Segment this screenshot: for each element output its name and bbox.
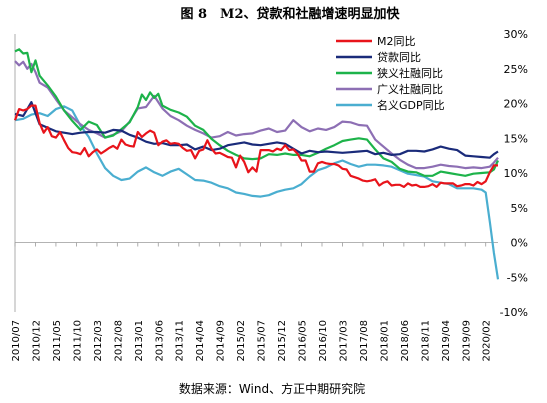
y-tick-label: -5% — [507, 271, 528, 284]
x-tick-label: 2012/03 — [93, 320, 104, 362]
x-tick-label: 2014/09 — [216, 320, 227, 362]
y-tick-label: -10% — [500, 306, 528, 319]
x-tick-label: 2015/07 — [257, 320, 268, 362]
x-tick-label: 2020/02 — [482, 320, 493, 362]
x-tick-label: 2016/05 — [298, 320, 309, 362]
series-layer — [13, 48, 500, 280]
legend-label: 狭义社融同比 — [377, 66, 443, 80]
x-tick-label: 2016/10 — [318, 320, 329, 362]
x-tick-label: 2019/09 — [461, 320, 472, 362]
x-tick-label: 2015/02 — [236, 320, 247, 362]
y-tick-label: 5% — [511, 202, 528, 215]
series-line-3 — [14, 60, 499, 170]
y-tick-label: 25% — [504, 63, 528, 76]
figure-title: 图 8 M2、贷款和社融增速明显加快 — [180, 6, 400, 22]
y-tick-label: 0% — [511, 237, 528, 250]
x-tick-label: 2012/08 — [113, 320, 124, 362]
y-tick-label: 30% — [504, 28, 528, 41]
y-tick-label: 10% — [504, 167, 528, 180]
x-tick-label: 2014/04 — [195, 320, 206, 362]
y-tick-label: 20% — [504, 98, 528, 111]
x-tick-label: 2017/03 — [338, 320, 349, 362]
x-tick-label: 2019/04 — [441, 320, 452, 362]
series-line-2 — [14, 48, 500, 177]
legend-label: 广义社融同比 — [377, 82, 443, 96]
series-line-0 — [13, 104, 498, 188]
y-tick-label: 15% — [504, 132, 528, 145]
x-tick-label: 2018/01 — [379, 320, 390, 362]
x-tick-label: 2011/05 — [52, 320, 63, 362]
legend-label: 名义GDP同比 — [377, 98, 445, 112]
x-tick-label: 2013/06 — [154, 320, 165, 362]
y-axis: -10% -5% 0% 5% 10% 15% 20% 25% 30% — [500, 28, 528, 319]
x-tick-label: 2010/07 — [11, 320, 22, 362]
x-tick-label: 2013/01 — [134, 320, 145, 362]
x-tick-label: 2015/12 — [277, 320, 288, 362]
x-tick-label: 2013/11 — [175, 320, 186, 362]
x-tick-label: 2011/10 — [72, 320, 83, 362]
x-tick-label: 2010/12 — [31, 320, 42, 362]
series-line-1 — [14, 101, 499, 159]
x-tick-label: 2018/06 — [400, 320, 411, 362]
source-note: 数据来源：Wind、方正中期研究院 — [179, 381, 365, 396]
x-axis: 2010/07 2010/12 2011/05 2011/10 2012/03 2012/… — [11, 242, 493, 362]
legend-label: M2同比 — [377, 35, 416, 48]
legend-label: 贷款同比 — [377, 50, 421, 64]
x-tick-label: 2018/11 — [420, 320, 431, 362]
plot-area — [14, 34, 498, 312]
x-tick-label: 2017/08 — [359, 320, 370, 362]
series-line-4 — [14, 105, 500, 280]
